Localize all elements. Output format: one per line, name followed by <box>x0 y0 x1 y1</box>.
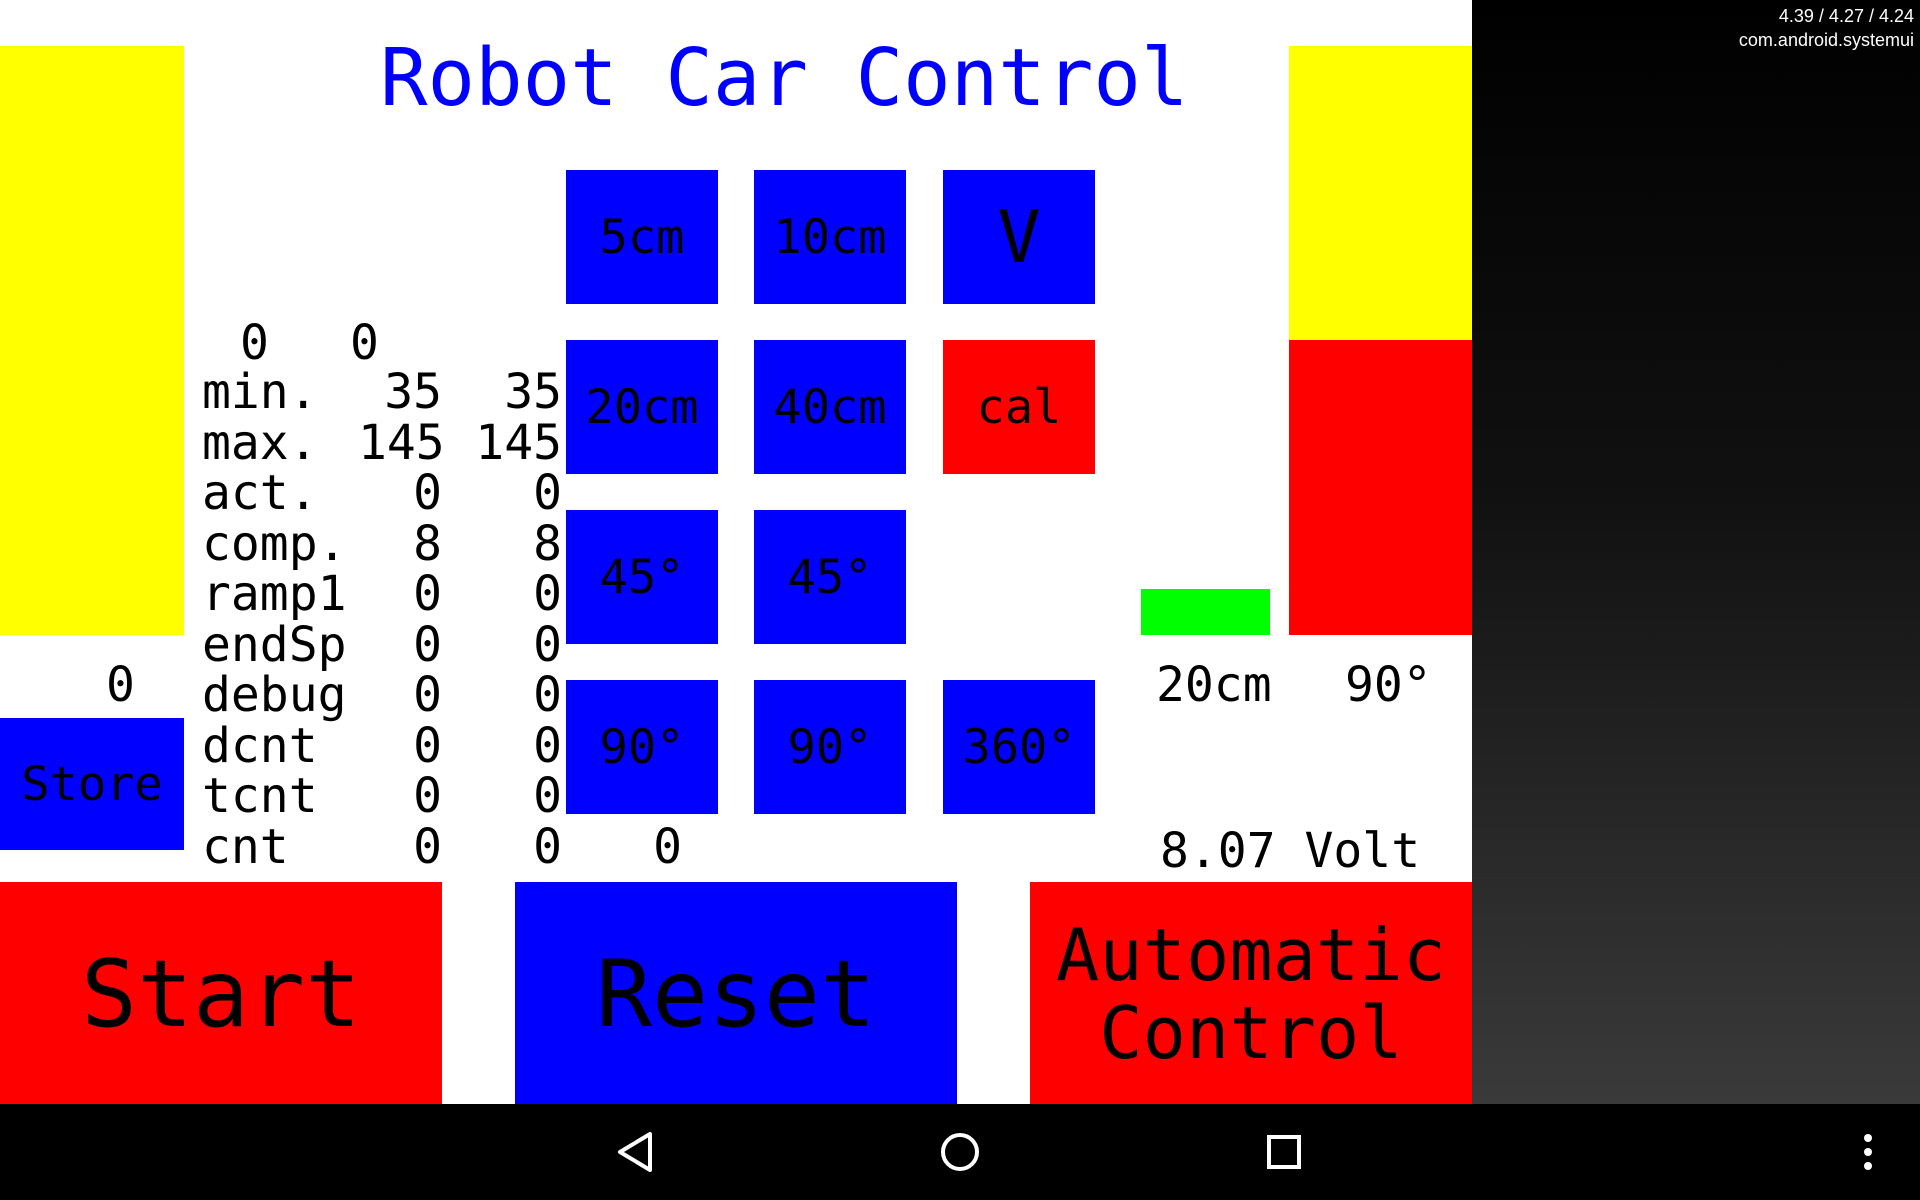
app-screen: Robot Car Control 0 Store 0 0 min. 35 35 m… <box>0 0 1472 1104</box>
stat-row-dcnt: dcnt 0 0 <box>202 717 562 774</box>
turn-right-45-button[interactable]: 45° <box>754 510 906 644</box>
v-button[interactable]: V <box>943 170 1095 304</box>
turn-right-90-button[interactable]: 90° <box>754 680 906 814</box>
calibrate-button[interactable]: cal <box>943 340 1095 474</box>
stats-table: min. 35 35 max. 145 145 act. 0 0 comp. 8 8 ramp1… <box>202 364 682 875</box>
system-info: 4.39 / 4.27 / 4.24 com.android.systemui <box>1738 6 1914 50</box>
stat-row-comp: comp. 8 8 <box>202 515 562 572</box>
store-button[interactable]: Store <box>0 718 184 850</box>
distance-readout: 20cm <box>1156 657 1272 713</box>
automatic-control-button[interactable]: Automatic Control <box>1030 882 1472 1104</box>
turn-left-45-button[interactable]: 45° <box>566 510 718 644</box>
stat-row-tcnt: tcnt 0 0 <box>202 768 562 825</box>
distance-10cm-button[interactable]: 10cm <box>754 170 906 304</box>
store-value: 0 <box>106 657 135 713</box>
voltage-readout: 8.07 Volt <box>1160 823 1421 879</box>
turn-left-90-button[interactable]: 90° <box>566 680 718 814</box>
side-panel: 4.39 / 4.27 / 4.24 com.android.systemui <box>1472 0 1920 1104</box>
stat-row-act: act. 0 0 <box>202 465 562 522</box>
app-title: Robot Car Control <box>380 32 1189 124</box>
status-indicator <box>1141 589 1270 635</box>
stat-row-endsp: endSp 0 0 <box>202 616 562 673</box>
home-icon[interactable] <box>936 1128 984 1176</box>
start-button[interactable]: Start <box>0 882 442 1104</box>
right-motor-gauge-upper <box>1289 46 1472 340</box>
reset-button[interactable]: Reset <box>515 882 957 1104</box>
distance-5cm-button[interactable]: 5cm <box>566 170 718 304</box>
stat-row-cnt: cnt 0 0 0 <box>202 818 682 875</box>
back-icon[interactable] <box>612 1128 660 1176</box>
stat-row-debug: debug 0 0 <box>202 667 562 724</box>
left-motor-gauge <box>0 46 184 635</box>
stat-row-max: max. 145 145 <box>202 414 562 471</box>
turn-360-button[interactable]: 360° <box>943 680 1095 814</box>
stat-row-ramp1: ramp1 0 0 <box>202 566 562 623</box>
top-value-right: 0 <box>350 315 379 371</box>
recents-icon[interactable] <box>1260 1128 1308 1176</box>
angle-readout: 90° <box>1345 657 1432 713</box>
right-motor-gauge-lower <box>1289 340 1472 635</box>
distance-20cm-button[interactable]: 20cm <box>566 340 718 474</box>
distance-40cm-button[interactable]: 40cm <box>754 340 906 474</box>
stat-row-min: min. 35 35 <box>202 364 562 421</box>
overflow-menu-icon[interactable] <box>1844 1128 1892 1176</box>
navigation-bar <box>0 1104 1920 1200</box>
top-value-left: 0 <box>240 315 269 371</box>
